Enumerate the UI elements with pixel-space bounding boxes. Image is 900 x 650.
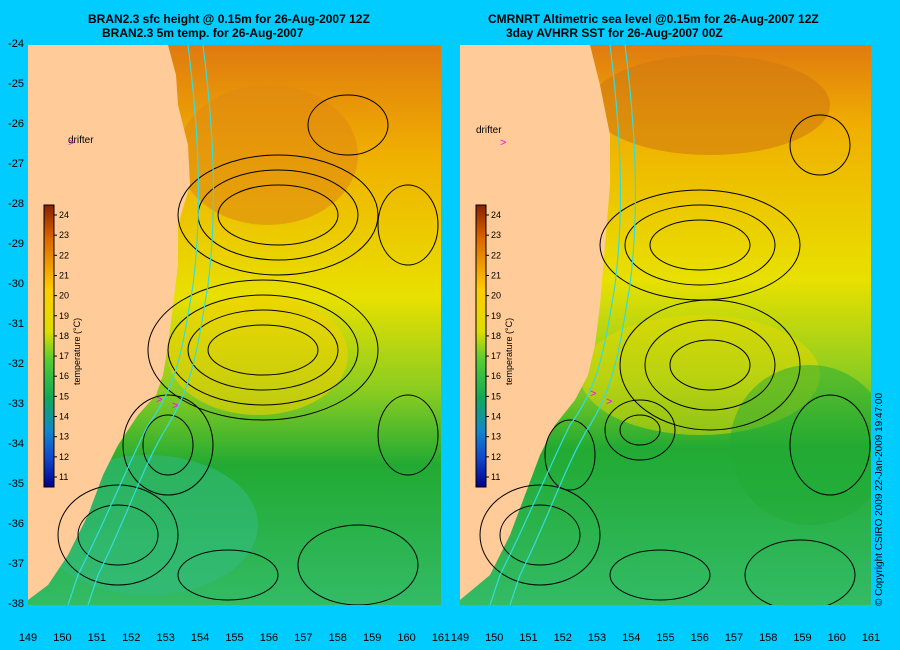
drifter-marker: >: [68, 137, 74, 149]
colorbar-tick-label: 16: [491, 371, 501, 381]
y-axis-label: -24: [2, 38, 24, 50]
x-axis-label: 154: [185, 632, 215, 644]
colorbar-tick-label: 18: [491, 331, 501, 341]
x-axis-label: 158: [753, 632, 783, 644]
x-axis-label: 150: [47, 632, 77, 644]
y-axis-label: -32: [2, 358, 24, 370]
colorbar: [476, 205, 486, 487]
colorbar-tick-label: 14: [59, 412, 69, 422]
x-axis-label: 159: [788, 632, 818, 644]
colorbar: [44, 205, 54, 487]
colorbar-tick-label: 14: [491, 412, 501, 422]
y-axis-label: -38: [2, 598, 24, 610]
x-axis-label: 152: [116, 632, 146, 644]
colorbar-tick-label: 17: [59, 351, 69, 361]
y-axis-label: -26: [2, 118, 24, 130]
x-axis-label: 153: [582, 632, 612, 644]
left-map-svg: drifter > > > 24 23 22 21 20 19 18 17 16 15 14 13 12…: [28, 45, 441, 605]
x-axis-label: 149: [445, 632, 475, 644]
left-title-line2: BRAN2.3 5m temp. for 26-Aug-2007: [102, 26, 303, 40]
drifter-track: >: [156, 394, 162, 406]
colorbar-tick-label: 19: [59, 311, 69, 321]
x-axis-label: 150: [479, 632, 509, 644]
x-axis-label: 159: [357, 632, 387, 644]
drifter-marker: >: [500, 137, 506, 149]
y-axis-label: -36: [2, 518, 24, 530]
x-axis-label: 157: [288, 632, 318, 644]
colorbar-label: temperature (°C): [72, 318, 82, 385]
colorbar-tick-label: 24: [59, 210, 69, 220]
x-axis-label: 156: [685, 632, 715, 644]
drifter-track-2: >: [606, 396, 612, 408]
colorbar-tick-label: 16: [59, 371, 69, 381]
colorbar-tick-label: 20: [491, 291, 501, 301]
colorbar-tick-label: 18: [59, 331, 69, 341]
y-axis-label: -31: [2, 318, 24, 330]
drifter-label: drifter: [476, 125, 502, 136]
x-axis-label: 153: [151, 632, 181, 644]
right-title-line1: CMRNRT Altimetric sea level @0.15m for 2…: [488, 12, 819, 26]
y-axis-label: -35: [2, 478, 24, 490]
colorbar-label: temperature (°C): [504, 318, 514, 385]
x-axis-label: 151: [82, 632, 112, 644]
y-axis-label: -27: [2, 158, 24, 170]
x-axis-label: 157: [719, 632, 749, 644]
colorbar-tick-label: 12: [59, 452, 69, 462]
colorbar-tick-label: 11: [59, 472, 68, 482]
x-axis-label: 158: [323, 632, 353, 644]
colorbar-tick-label: 21: [59, 270, 69, 280]
colorbar-tick-label: 11: [491, 472, 500, 482]
colorbar-tick-label: 13: [491, 432, 501, 442]
y-axis-label: -33: [2, 398, 24, 410]
colorbar-tick-label: 13: [59, 432, 69, 442]
colorbar-tick-label: 24: [491, 210, 501, 220]
drifter-track-2: >: [172, 400, 178, 412]
x-axis-label: 149: [13, 632, 43, 644]
colorbar-tick-label: 19: [491, 311, 501, 321]
x-axis-label: 154: [616, 632, 646, 644]
x-axis-label: 151: [514, 632, 544, 644]
colorbar-tick-label: 15: [59, 391, 69, 401]
colorbar-tick-label: 17: [491, 351, 501, 361]
right-map-svg: drifter > > > 24 23 22 21 20 19 18 17 16 15 14 13 12…: [460, 45, 871, 605]
y-axis-label: -28: [2, 198, 24, 210]
colorbar-tick-label: 20: [59, 291, 69, 301]
y-axis-label: -30: [2, 278, 24, 290]
colorbar-tick-label: 21: [491, 270, 501, 280]
x-axis-label: 160: [392, 632, 422, 644]
colorbar-tick-label: 12: [491, 452, 501, 462]
drifter-track: >: [590, 388, 596, 400]
x-axis-label: 156: [254, 632, 284, 644]
x-axis-label: 152: [548, 632, 578, 644]
x-axis-label: 161: [856, 632, 886, 644]
left-title-line1: BRAN2.3 sfc height @ 0.15m for 26-Aug-20…: [88, 12, 370, 26]
x-axis-label: 155: [651, 632, 681, 644]
copyright-text: © Copyright CSIRO 2009 22-Jan-2009 19:47…: [874, 393, 885, 606]
colorbar-tick-label: 22: [59, 250, 69, 260]
colorbar-tick-label: 22: [491, 250, 501, 260]
left-map-panel: drifter > > > 24 23 22 21 20 19 18 17 16 15 14 13 12…: [28, 45, 441, 605]
right-map-panel: drifter > > > 24 23 22 21 20 19 18 17 16 15 14 13 12…: [460, 45, 871, 605]
x-axis-label: 160: [822, 632, 852, 644]
colorbar-tick-label: 15: [491, 391, 501, 401]
warm-eddy: [590, 55, 830, 155]
y-axis-label: -25: [2, 78, 24, 90]
x-axis-label: 155: [220, 632, 250, 644]
colorbar-tick-label: 23: [491, 230, 501, 240]
y-axis-label: -29: [2, 238, 24, 250]
colorbar-tick-label: 23: [59, 230, 69, 240]
right-title-line2: 3day AVHRR SST for 26-Aug-2007 00Z: [506, 26, 723, 40]
y-axis-label: -37: [2, 558, 24, 570]
y-axis-label: -34: [2, 438, 24, 450]
